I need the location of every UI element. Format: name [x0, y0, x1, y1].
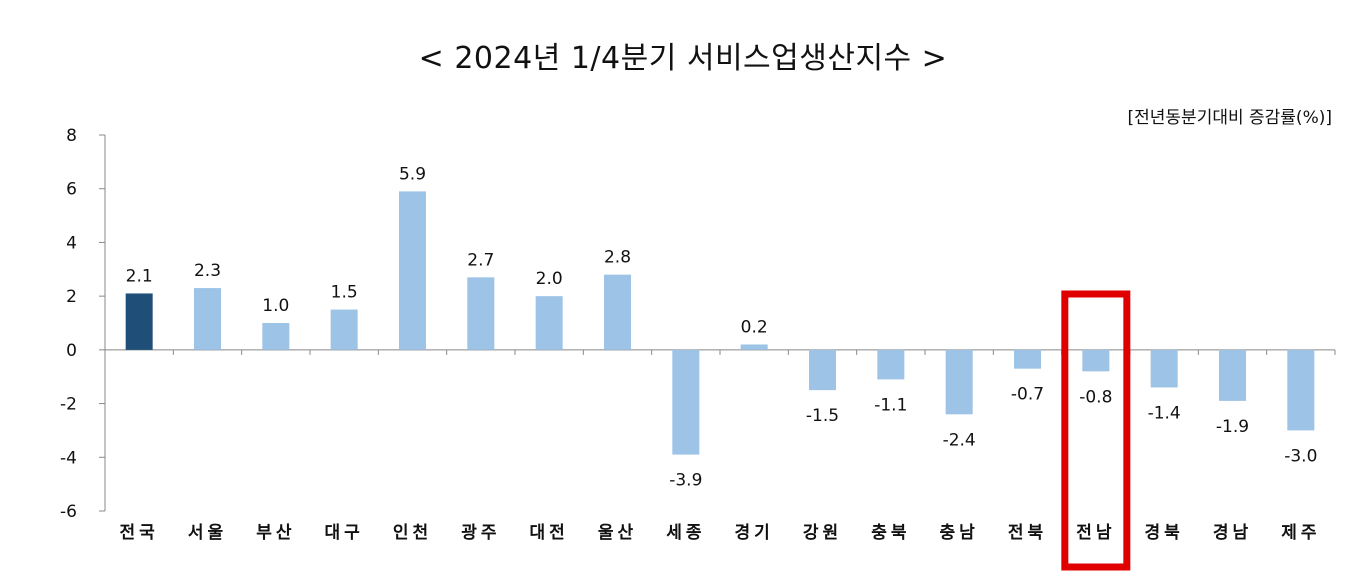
data-label: -2.4	[943, 430, 976, 450]
category-label: 경북	[1145, 523, 1184, 543]
data-label: -3.9	[669, 471, 702, 491]
category-label: 부산	[256, 523, 295, 543]
y-tick-label: 8	[66, 126, 77, 146]
category-label: 충남	[940, 523, 979, 543]
category-label: 울산	[598, 523, 637, 543]
data-label: 1.0	[262, 296, 289, 316]
bar-인천	[399, 191, 426, 350]
y-tick-label: -6	[60, 502, 77, 522]
category-label: 전국	[120, 523, 159, 543]
y-tick-label: -4	[60, 448, 77, 468]
bar-경남	[1219, 349, 1246, 401]
bar-경기	[740, 344, 768, 350]
data-label: -0.8	[1079, 387, 1112, 407]
data-label: 2.3	[194, 261, 221, 281]
data-label: 2.8	[604, 248, 631, 268]
y-tick-label: -2	[60, 395, 77, 415]
unit-label: [전년동분기대비 증감률(%)]	[1127, 108, 1333, 128]
y-tick-label: 0	[66, 341, 77, 361]
bar-세종	[672, 349, 700, 455]
highlight-box	[1061, 290, 1131, 571]
data-label: 2.1	[126, 266, 153, 286]
data-label: 5.9	[399, 164, 426, 184]
category-label: 전남	[1076, 523, 1115, 543]
data-label: 2.7	[467, 250, 494, 270]
bar-부산	[262, 323, 290, 350]
category-label: 경기	[735, 523, 774, 543]
bar-울산	[604, 274, 631, 350]
bar-충북	[877, 349, 905, 380]
bar-서울	[194, 288, 221, 350]
y-tick-label: 4	[66, 233, 77, 253]
data-label: -1.1	[874, 395, 907, 415]
bar-전국	[125, 293, 153, 350]
y-tick-label: 2	[66, 287, 77, 307]
chart-title: < 2024년 1/4분기 서비스업생산지수 >	[418, 41, 948, 76]
data-label: -1.5	[806, 406, 839, 426]
category-label: 전북	[1008, 523, 1047, 543]
data-label: 2.0	[536, 269, 563, 289]
category-label: 인천	[393, 523, 432, 543]
bar-광주	[467, 277, 495, 350]
data-label: 0.2	[741, 317, 768, 337]
category-label: 경남	[1213, 523, 1252, 543]
data-label: -3.0	[1284, 446, 1317, 466]
bar-전북	[1014, 349, 1041, 369]
y-tick-label: 6	[66, 180, 77, 200]
bar-제주	[1287, 349, 1315, 431]
category-label: 충북	[871, 523, 910, 543]
category-label: 광주	[461, 523, 500, 543]
category-label: 대전	[530, 523, 569, 543]
bar-전남	[1082, 349, 1110, 372]
category-label: 강원	[803, 523, 842, 543]
data-label: -0.7	[1011, 385, 1044, 405]
category-label: 대구	[325, 523, 364, 543]
bar-충남	[945, 349, 973, 415]
category-label: 서울	[188, 523, 227, 543]
bar-대구	[330, 309, 358, 350]
bar-경북	[1150, 349, 1178, 388]
category-label: 세종	[666, 523, 705, 543]
data-label: -1.9	[1216, 417, 1249, 437]
data-label: -1.4	[1148, 403, 1181, 423]
bar-강원	[809, 349, 836, 391]
data-label: 1.5	[331, 283, 358, 303]
category-label: 제주	[1281, 523, 1320, 543]
bar-대전	[535, 296, 563, 350]
